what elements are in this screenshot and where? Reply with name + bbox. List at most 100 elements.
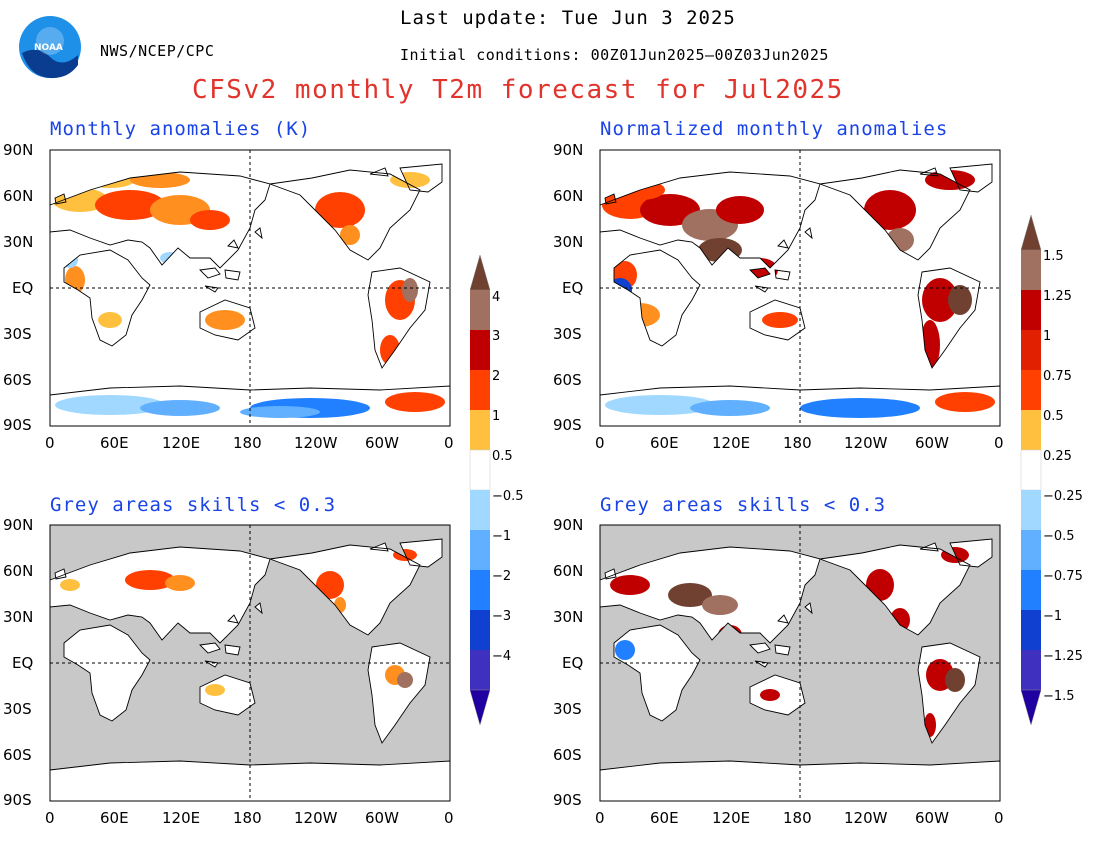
- coastline: [754, 660, 769, 668]
- warm-anomaly-region: [205, 310, 245, 330]
- lon-label: 120W: [844, 809, 888, 827]
- colorbar-swatch: [470, 570, 490, 610]
- cold-anomaly-region: [800, 398, 920, 418]
- colorbar-anomalies: [469, 254, 491, 726]
- colorbar-swatch: [1021, 250, 1041, 290]
- land-unmasked: [600, 761, 1000, 801]
- coastline: [254, 227, 263, 240]
- colorbar-label: −3: [492, 609, 512, 624]
- colorbar-swatch: [1021, 530, 1041, 570]
- warm-anomaly-region: [385, 392, 445, 412]
- land-unmasked: [228, 615, 238, 623]
- coastline: [613, 249, 701, 347]
- cold-anomaly-region: [615, 640, 635, 660]
- noaa-logo: NOAA: [18, 15, 82, 79]
- coastline: [604, 193, 617, 205]
- coastline: [204, 660, 219, 668]
- coastline: [749, 674, 806, 716]
- colorbar-label: −0.5: [1043, 529, 1075, 544]
- lon-label: 0: [45, 434, 55, 452]
- lat-label: 30S: [3, 325, 32, 343]
- colorbar-swatch: [470, 650, 490, 690]
- lon-label: 60E: [100, 434, 129, 452]
- coastline: [199, 642, 221, 654]
- colorbar-label: −0.5: [492, 489, 524, 504]
- colorbar-label: −1: [1043, 609, 1063, 624]
- lon-label: 60E: [100, 809, 129, 827]
- colorbar-label: −1.25: [1043, 649, 1083, 664]
- lon-label: 180: [233, 434, 262, 452]
- colorbar-cap-bottom: [1020, 689, 1042, 726]
- coastline: [399, 538, 443, 568]
- cold-anomaly-region: [140, 400, 220, 416]
- lon-label: 0: [595, 434, 605, 452]
- coastline: [63, 624, 151, 722]
- lon-label: 60E: [650, 434, 679, 452]
- colorbar-label: −4: [492, 649, 512, 664]
- colorbar-label: −1.5: [1043, 689, 1075, 704]
- colorbar-label: −0.25: [1043, 489, 1083, 504]
- lon-label: 0: [595, 809, 605, 827]
- anomaly-layer: [602, 170, 1000, 418]
- colorbar-label: 0.25: [1043, 449, 1072, 464]
- lon-label: 180: [783, 434, 812, 452]
- lat-label: EQ: [562, 654, 584, 672]
- colorbar-label: 2: [492, 369, 501, 384]
- warm-anomaly-region: [702, 595, 738, 615]
- lat-label: 60N: [3, 562, 34, 580]
- lat-label: 60N: [553, 187, 584, 205]
- lat-label: 60S: [553, 371, 582, 389]
- colorbar-swatch: [1021, 370, 1041, 410]
- lat-label: 90N: [3, 141, 34, 159]
- initial-conditions: Initial conditions: 00Z01Jun2025–00Z03Ju…: [400, 46, 829, 64]
- colorbar-swatch: [470, 290, 490, 330]
- coastline: [227, 239, 239, 249]
- lon-label: 180: [233, 809, 262, 827]
- coastline: [369, 167, 389, 177]
- lat-label: 30S: [553, 325, 582, 343]
- land-unmasked: [920, 543, 938, 551]
- land-unmasked: [55, 569, 66, 579]
- coastline: [224, 269, 241, 281]
- coastline: [749, 299, 806, 341]
- last-update: Last update: Tue Jun 3 2025: [400, 7, 736, 29]
- coastline: [399, 163, 443, 193]
- warm-anomaly-region: [95, 190, 165, 220]
- colorbar-label: 0.75: [1043, 369, 1072, 384]
- coastline: [254, 602, 263, 615]
- coastline: [604, 568, 617, 580]
- org-label: NWS/NCEP/CPC: [100, 42, 215, 60]
- colorbar-label: −0.75: [1043, 569, 1083, 584]
- lat-label: 90S: [3, 791, 32, 809]
- colorbar-swatch: [1021, 610, 1041, 650]
- warm-anomaly-region: [922, 278, 958, 322]
- warm-anomaly-region: [760, 689, 780, 701]
- logo-text: NOAA: [34, 43, 63, 53]
- lat-label: EQ: [12, 279, 34, 297]
- lon-label: 120E: [712, 434, 751, 452]
- colorbar-swatch: [470, 490, 490, 530]
- colorbar-swatch: [470, 610, 490, 650]
- cold-anomaly-region: [240, 406, 320, 418]
- warm-anomaly-region: [935, 392, 995, 412]
- lat-label: 60S: [3, 371, 32, 389]
- warm-anomaly-region: [125, 570, 175, 590]
- land-unmasked: [778, 615, 788, 623]
- lat-label: 30S: [553, 700, 582, 718]
- lat-label: 30S: [3, 700, 32, 718]
- map-skill-masked-normalized: [599, 524, 1001, 802]
- colorbar-cap-bottom: [469, 689, 491, 726]
- colorbar-swatch: [1021, 410, 1041, 450]
- warm-anomaly-region: [668, 583, 712, 607]
- colorbar-cap-top: [469, 254, 491, 291]
- land-unmasked: [775, 645, 790, 655]
- colorbar-swatch: [470, 330, 490, 370]
- colorbar-swatch: [1021, 290, 1041, 330]
- coastline: [54, 568, 67, 580]
- land-unmasked: [225, 645, 240, 655]
- map-frame: [599, 524, 1001, 802]
- lat-label: 90S: [3, 416, 32, 434]
- lon-label: 0: [994, 434, 1004, 452]
- land-unmasked: [614, 625, 700, 721]
- panel-title-top-left: Monthly anomalies (K): [50, 118, 312, 140]
